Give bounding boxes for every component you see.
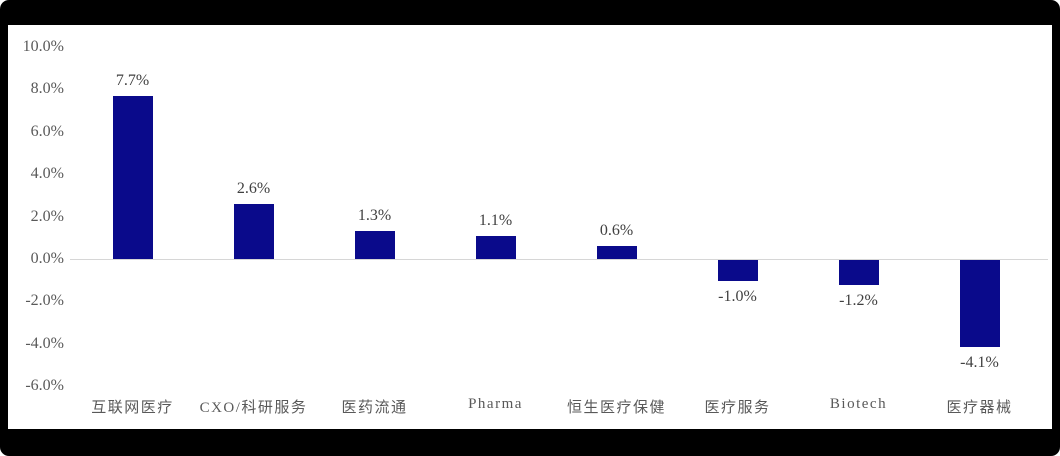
bar-5 [717, 260, 758, 282]
bar-1 [233, 203, 274, 259]
x-category-label-3: Pharma [468, 396, 523, 412]
data-label-0: 7.7% [115, 71, 150, 89]
y-tick-label: 0.0% [30, 250, 64, 267]
x-category-label-7: 医疗器械 [946, 400, 1013, 416]
bar-2 [354, 231, 395, 259]
chart-canvas: 10.0% 8.0% 6.0% 4.0% 2.0% 0.0% -2.0% -4.0% -6.0%… [8, 25, 1052, 429]
bar-0 [112, 95, 153, 259]
x-category-label-4: 恒生医疗保健 [566, 400, 666, 416]
x-category-label-0: 互联网医疗 [91, 400, 174, 416]
bar-7 [959, 260, 1000, 347]
data-label-5: -1.0% [718, 288, 757, 306]
x-category-label-6: Biotech [829, 396, 888, 412]
data-label-4: 0.6% [599, 222, 634, 240]
y-tick-label: 6.0% [30, 122, 64, 140]
plot-area: 7.7% 2.6% 1.3% 1.1% 0.6% -1.0% -1.2% -4.1% [8, 25, 1052, 429]
data-label-3: 1.1% [478, 211, 513, 229]
data-label-6: -1.2% [839, 292, 878, 310]
bar-4 [596, 246, 637, 259]
bar-6 [838, 260, 879, 286]
x-category-label-2: 医药流通 [341, 400, 408, 416]
y-tick-label: 2.0% [30, 207, 64, 225]
y-tick-label: -6.0% [25, 377, 64, 395]
x-category-label-1: CXO/科研服务 [199, 400, 308, 416]
y-tick-label: -4.0% [25, 334, 64, 352]
x-axis: 互联网医疗 CXO/科研服务 医药流通 Pharma 恒生医疗保健 医疗服务 Biotech… [8, 396, 1052, 420]
y-tick-label: 10.0% [22, 38, 64, 55]
y-tick-label: -2.0% [25, 292, 64, 310]
data-label-1: 2.6% [236, 179, 271, 197]
bar-3 [475, 235, 516, 259]
zero-axis-line [70, 259, 1048, 260]
y-axis: 10.0% 8.0% 6.0% 4.0% 2.0% 0.0% -2.0% -4.0% -6.0% [8, 25, 68, 429]
data-label-2: 1.3% [357, 207, 392, 225]
y-tick-label: 4.0% [30, 165, 64, 183]
x-category-label-5: 医疗服务 [704, 400, 771, 416]
data-label-7: -4.1% [960, 353, 999, 371]
y-tick-label: 8.0% [30, 80, 64, 98]
